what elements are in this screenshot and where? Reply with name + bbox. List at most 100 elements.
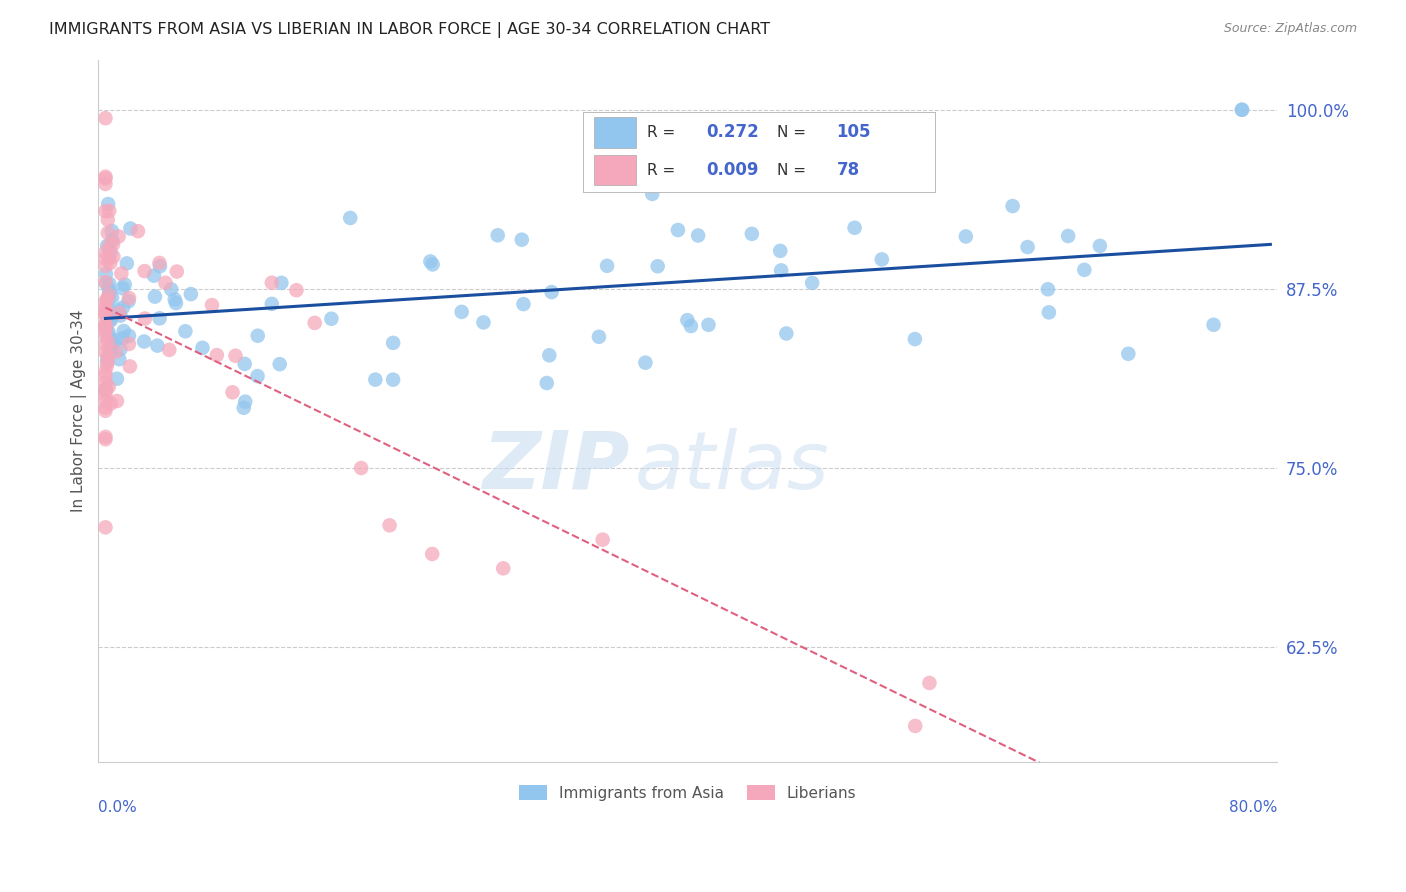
Point — [382, 373, 405, 387]
Point — [688, 228, 710, 243]
Point — [96, 359, 118, 373]
Point — [741, 227, 763, 241]
Point — [94, 267, 117, 281]
Point — [679, 319, 702, 334]
Point — [233, 394, 256, 409]
Point — [419, 254, 441, 268]
Point — [870, 252, 893, 267]
Point — [94, 383, 117, 397]
Point — [350, 461, 373, 475]
Point — [304, 316, 326, 330]
Point — [94, 277, 117, 291]
Point — [146, 338, 169, 352]
Point — [134, 264, 156, 278]
Point — [225, 349, 247, 363]
Point — [98, 314, 121, 328]
Point — [634, 356, 657, 370]
Point — [97, 292, 120, 306]
Point — [364, 373, 387, 387]
Point — [770, 263, 793, 277]
Text: 0.272: 0.272 — [707, 123, 759, 141]
Point — [321, 311, 343, 326]
Text: IMMIGRANTS FROM ASIA VS LIBERIAN IN LABOR FORCE | AGE 30-34 CORRELATION CHART: IMMIGRANTS FROM ASIA VS LIBERIAN IN LABO… — [49, 22, 770, 38]
Point — [103, 250, 125, 264]
Point — [97, 355, 120, 369]
Bar — [593, 155, 636, 186]
Point — [97, 288, 120, 302]
Point — [94, 177, 117, 191]
Point — [108, 352, 131, 367]
Legend: Immigrants from Asia, Liberians: Immigrants from Asia, Liberians — [513, 779, 862, 806]
Point — [904, 332, 927, 346]
Point — [107, 229, 129, 244]
Point — [94, 383, 117, 397]
Point — [157, 343, 180, 357]
Point — [270, 276, 292, 290]
Point — [134, 334, 156, 349]
Point — [94, 345, 117, 359]
Point — [110, 267, 132, 281]
Point — [97, 197, 120, 211]
Point — [904, 719, 927, 733]
Point — [94, 245, 117, 260]
Point — [94, 365, 117, 379]
Bar — [593, 117, 636, 147]
Point — [134, 311, 156, 326]
Point — [378, 518, 401, 533]
Point — [111, 331, 134, 345]
Point — [94, 387, 117, 401]
Point — [163, 293, 186, 307]
Point — [174, 324, 197, 338]
Point — [118, 359, 141, 374]
Point — [191, 341, 214, 355]
Point — [205, 348, 228, 362]
Text: ZIP: ZIP — [482, 428, 628, 506]
Point — [110, 343, 132, 357]
Point — [492, 561, 515, 575]
Point — [98, 256, 121, 270]
Text: 0.0%: 0.0% — [98, 800, 138, 815]
Point — [142, 268, 165, 283]
Point — [94, 320, 117, 334]
Point — [149, 259, 172, 273]
Point — [120, 221, 142, 235]
Point — [160, 282, 183, 296]
Point — [94, 306, 117, 320]
Point — [801, 276, 824, 290]
Point — [127, 224, 149, 238]
Point — [96, 354, 118, 368]
Point — [260, 276, 283, 290]
Point — [117, 294, 139, 309]
Point — [105, 394, 128, 409]
Point — [94, 204, 117, 219]
Point — [540, 285, 562, 299]
Point — [108, 306, 131, 320]
Point — [97, 380, 120, 394]
Point — [1230, 103, 1253, 117]
Point — [94, 324, 117, 338]
Point — [97, 326, 120, 340]
Point — [221, 385, 243, 400]
Point — [775, 326, 797, 341]
Point — [94, 320, 117, 334]
Point — [118, 328, 141, 343]
Point — [98, 285, 121, 300]
Point — [101, 291, 124, 305]
Point — [246, 369, 269, 384]
Point — [641, 186, 664, 201]
Point — [285, 283, 308, 297]
Point — [1017, 240, 1039, 254]
Point — [96, 349, 118, 363]
Point — [94, 368, 117, 383]
Point — [1230, 103, 1253, 117]
Point — [536, 376, 558, 390]
Point — [100, 340, 122, 354]
Point — [697, 318, 720, 332]
Text: 80.0%: 80.0% — [1229, 800, 1278, 815]
Point — [180, 287, 202, 301]
Text: N =: N = — [778, 162, 811, 178]
Point — [94, 401, 117, 415]
Point — [647, 259, 669, 273]
Point — [955, 229, 977, 244]
Point — [94, 275, 117, 289]
